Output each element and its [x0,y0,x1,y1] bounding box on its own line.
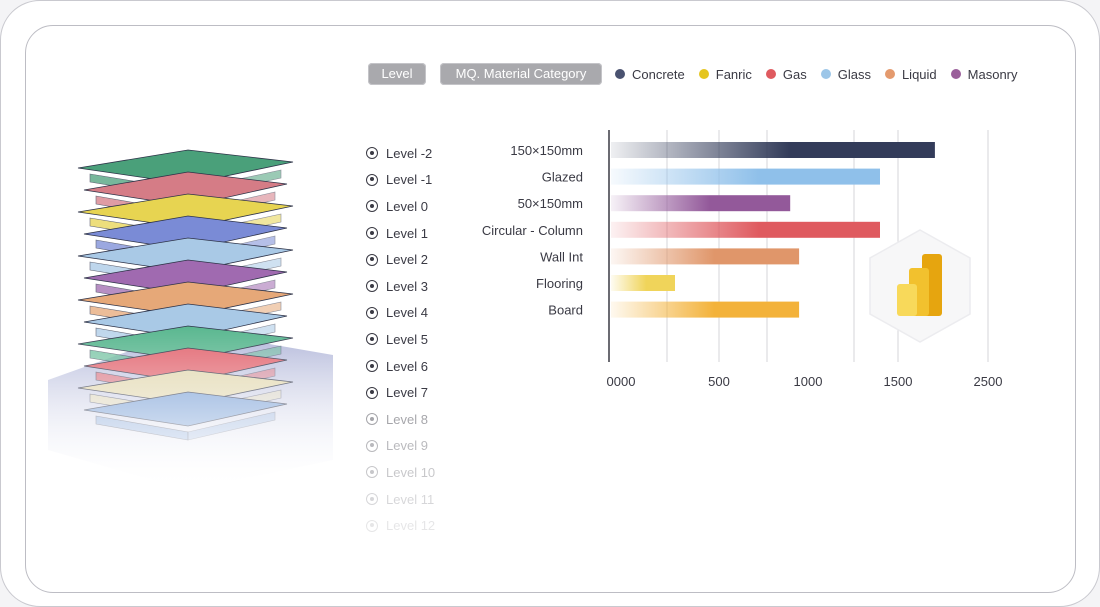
legend-label: Glass [837,66,871,82]
level-label: Level 6 [386,358,428,374]
level-label: Level 11 [386,491,435,507]
level-label: Level 2 [386,252,428,268]
x-tick-label: 0000 [607,374,636,389]
level-option[interactable]: Level 8 [366,406,435,433]
bar[interactable] [611,248,800,265]
level-option[interactable]: Level 10 [366,459,435,486]
legend-swatch [765,69,776,79]
level-label: Level 4 [386,305,428,321]
radio-icon[interactable] [366,306,378,319]
legend-item-masonry[interactable]: Masonry [950,66,1018,82]
x-tick-label: 1500 [884,374,913,389]
bar[interactable] [611,195,791,212]
legend-swatch [950,69,961,79]
legend-item-gas[interactable]: Gas [765,66,807,82]
legend-item-glass[interactable]: Glass [820,66,871,82]
level-label: Level 0 [386,198,428,214]
material-category-filter-button[interactable]: MQ. Material Category [440,63,602,85]
level-label: Level 7 [386,385,428,401]
legend-label: Concrete [632,66,685,82]
legend-swatch [698,69,709,79]
radio-icon[interactable] [366,360,378,373]
level-label: Level 5 [386,331,428,347]
level-option[interactable]: Level 7 [366,379,435,406]
radio-icon[interactable] [366,280,378,293]
radio-icon[interactable] [366,227,378,240]
radio-icon[interactable] [366,253,378,266]
level-label: Level -1 [386,172,433,188]
powerbi-icon [869,229,971,343]
legend-label: Liquid [901,66,937,82]
legend-item-liquid[interactable]: Liquid [884,66,937,82]
level-option[interactable]: Level 1 [366,220,435,247]
radio-icon[interactable] [366,147,378,160]
radio-icon[interactable] [366,493,378,506]
level-option[interactable]: Level -2 [366,140,435,167]
radio-icon[interactable] [366,386,378,399]
level-option[interactable]: Level 4 [366,300,435,327]
level-option[interactable]: Level 12 [366,512,435,539]
bar[interactable] [611,275,675,291]
level-filter-button[interactable]: Level [368,63,426,85]
chart-legend: Concrete Fanric Gas Glass Liquid Masonry [615,64,1032,84]
x-tick-label: 500 [708,374,730,389]
legend-item-fanric[interactable]: Fanric [698,66,752,82]
building-model [38,130,338,490]
radio-icon[interactable] [366,413,378,426]
x-tick-label: 1000 [794,374,823,389]
legend-item-concrete[interactable]: Concrete [615,67,685,82]
category-label: 150×150mm [510,143,583,158]
legend-label: Fanric [715,66,752,82]
level-label: Level 8 [386,411,428,427]
legend-label: Gas [782,66,807,82]
level-option[interactable]: Level 11 [366,486,435,513]
level-option[interactable]: Level 3 [366,273,435,300]
category-label: Board [548,303,583,318]
category-label: Glazed [542,170,583,185]
radio-icon[interactable] [366,200,378,213]
level-list: Level -2 Level -1 Level 0 Level 1 Level 2 Lev… [366,140,435,539]
radio-icon[interactable] [366,173,378,186]
bar[interactable] [611,221,880,238]
legend-swatch [820,69,831,79]
level-option[interactable]: Level 0 [366,193,435,220]
level-label: Level 10 [386,464,436,480]
level-option[interactable]: Level 5 [366,326,435,353]
category-label: 50×150mm [518,196,583,211]
level-option[interactable]: Level 2 [366,246,435,273]
category-label: Wall Int [540,249,583,264]
level-label: Level 3 [386,278,428,294]
category-label: Flooring [536,276,583,291]
level-label: Level 9 [386,438,428,454]
legend-swatch [615,69,625,79]
material-bar-chart: 150×150mm Glazed 50×150mm Circular - Column… [482,130,1003,389]
level-label: Level 12 [386,518,436,534]
radio-icon[interactable] [366,439,378,452]
legend-swatch [884,69,895,79]
radio-icon[interactable] [366,519,378,532]
bar[interactable] [611,168,880,185]
level-label: Level -2 [386,145,433,161]
bar[interactable] [611,301,800,318]
level-label: Level 1 [386,225,428,241]
radio-icon[interactable] [366,333,378,346]
level-option[interactable]: Level 6 [366,353,435,380]
level-option[interactable]: Level -1 [366,167,435,194]
category-label: Circular - Column [482,223,583,238]
bar[interactable] [611,142,935,158]
x-tick-label: 2500 [974,374,1003,389]
level-option[interactable]: Level 9 [366,433,435,460]
radio-icon[interactable] [366,466,378,479]
legend-label: Masonry [967,66,1018,82]
